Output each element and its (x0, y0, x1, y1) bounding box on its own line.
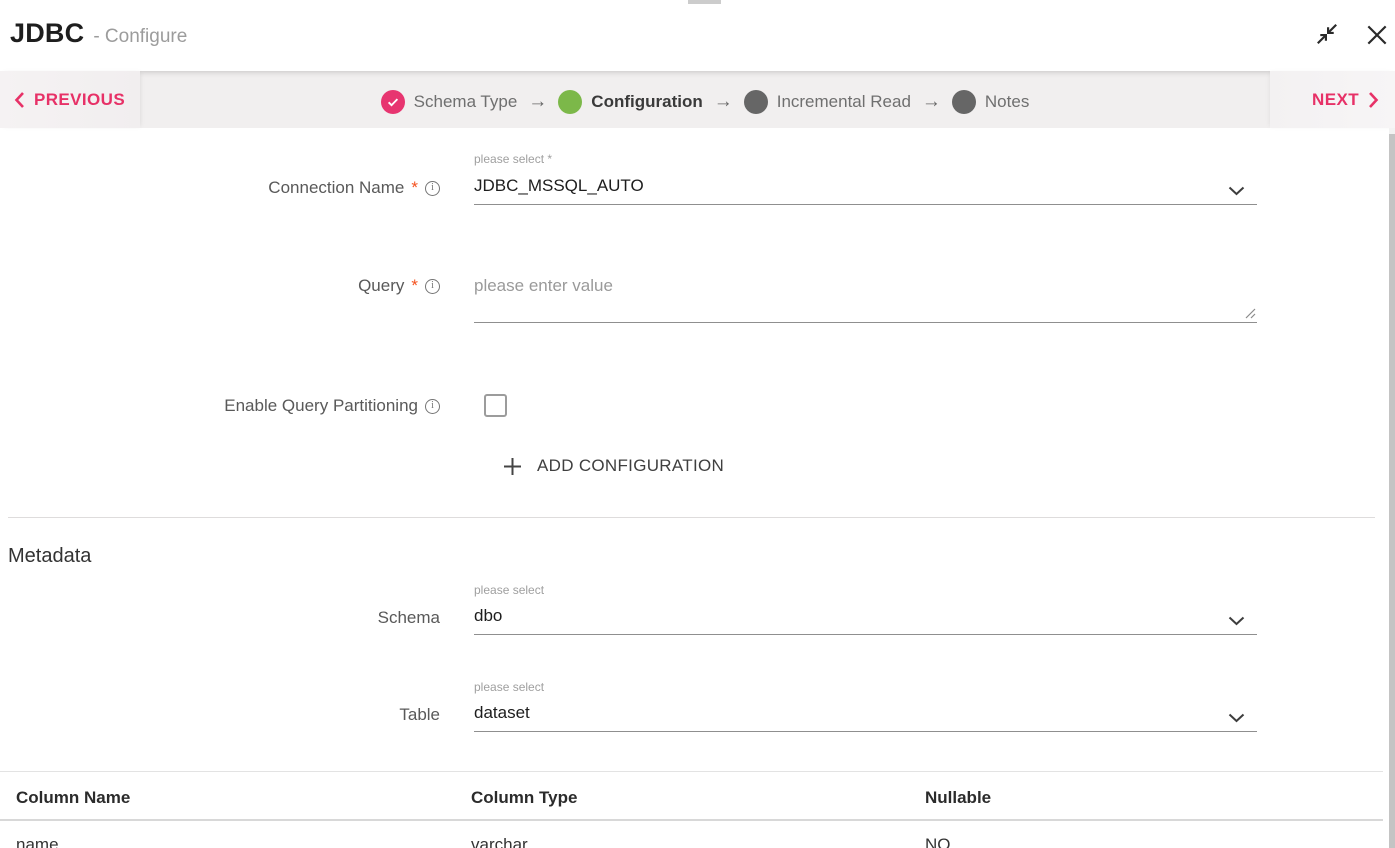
stepper-bar (0, 71, 1395, 128)
check-icon (380, 90, 405, 114)
collapse-icon[interactable] (1314, 21, 1340, 52)
step-label: Notes (984, 92, 1030, 111)
previous-button[interactable]: PREVIOUS (0, 71, 140, 128)
field-label-text: Schema (377, 608, 440, 627)
step-label: Incremental Read (776, 92, 911, 111)
step-schema-type[interactable]: Schema Type (380, 90, 518, 114)
stepper-steps: Schema Type → Configuration → Incrementa… (140, 71, 1270, 128)
close-icon[interactable] (1364, 22, 1390, 53)
column-header-type: Column Type (471, 788, 578, 807)
table-cell-column-name: name (16, 835, 59, 848)
table-cell-column-type: varchar (471, 835, 528, 848)
step-incremental-read[interactable]: Incremental Read (743, 90, 911, 114)
chevron-down-icon[interactable] (1228, 710, 1245, 728)
table-select[interactable]: dataset (474, 703, 530, 722)
textarea-resize-handle-icon[interactable] (1242, 305, 1257, 325)
table-hint: please select (474, 680, 545, 694)
field-underline (474, 634, 1257, 635)
step-arrow-icon: → (921, 91, 941, 112)
dialog-header: JDBC - Configure (10, 18, 187, 49)
table-top-divider (0, 771, 1383, 772)
step-notes[interactable]: Notes (951, 90, 1030, 114)
field-label-text: Query (358, 276, 405, 295)
required-marker: * (411, 276, 418, 295)
plus-icon (504, 457, 521, 475)
info-icon[interactable] (425, 180, 440, 196)
chevron-down-icon[interactable] (1228, 613, 1245, 631)
pending-step-circle-icon (743, 90, 768, 114)
step-arrow-icon: → (713, 91, 733, 112)
field-underline (474, 731, 1257, 732)
metadata-heading: Metadata (8, 545, 92, 567)
field-label-text: Table (399, 705, 440, 724)
query-textarea[interactable]: please enter value (474, 276, 613, 295)
field-label-text: Enable Query Partitioning (224, 396, 418, 415)
step-configuration[interactable]: Configuration (558, 90, 703, 114)
column-header-nullable: Nullable (925, 788, 992, 807)
column-header-name: Column Name (16, 788, 131, 807)
scrollbar-track[interactable] (1389, 128, 1395, 848)
chevron-down-icon[interactable] (1228, 183, 1245, 201)
next-button[interactable]: NEXT (1270, 71, 1395, 128)
dialog-title: JDBC (10, 18, 85, 48)
next-button-label: NEXT (1312, 89, 1359, 109)
step-label: Configuration (591, 92, 703, 111)
step-arrow-icon: → (528, 91, 548, 112)
schema-select[interactable]: dbo (474, 606, 503, 625)
query-label: Query * (0, 276, 440, 296)
section-divider (8, 517, 1375, 518)
field-underline (474, 204, 1257, 205)
scrollbar-thumb[interactable] (1389, 134, 1395, 848)
add-configuration-button[interactable]: ADD CONFIGURATION (503, 456, 724, 476)
active-step-circle-icon (558, 90, 583, 114)
required-marker: * (411, 178, 418, 197)
schema-label: Schema (0, 608, 440, 628)
partitioning-checkbox[interactable] (484, 394, 507, 417)
table-header-divider (0, 819, 1383, 821)
partitioning-label: Enable Query Partitioning (0, 396, 440, 416)
connection-name-label: Connection Name * (0, 178, 440, 198)
connection-name-select[interactable]: JDBC_MSSQL_AUTO (474, 176, 644, 195)
add-configuration-label: ADD CONFIGURATION (537, 456, 725, 475)
info-icon[interactable] (425, 278, 440, 294)
schema-hint: please select (474, 583, 545, 597)
drag-handle-icon[interactable] (688, 0, 721, 4)
previous-button-label: PREVIOUS (34, 89, 126, 109)
field-label-text: Connection Name (268, 178, 405, 197)
table-label: Table (0, 705, 440, 725)
chevron-left-icon (14, 91, 24, 108)
table-cell-nullable: NO (925, 835, 951, 848)
connection-name-hint: please select * (474, 152, 553, 166)
field-underline (474, 322, 1257, 323)
dialog-subtitle: - Configure (93, 26, 188, 47)
info-icon[interactable] (425, 398, 440, 414)
pending-step-circle-icon (951, 90, 976, 114)
chevron-right-icon (1369, 91, 1379, 108)
step-label: Schema Type (413, 92, 518, 111)
